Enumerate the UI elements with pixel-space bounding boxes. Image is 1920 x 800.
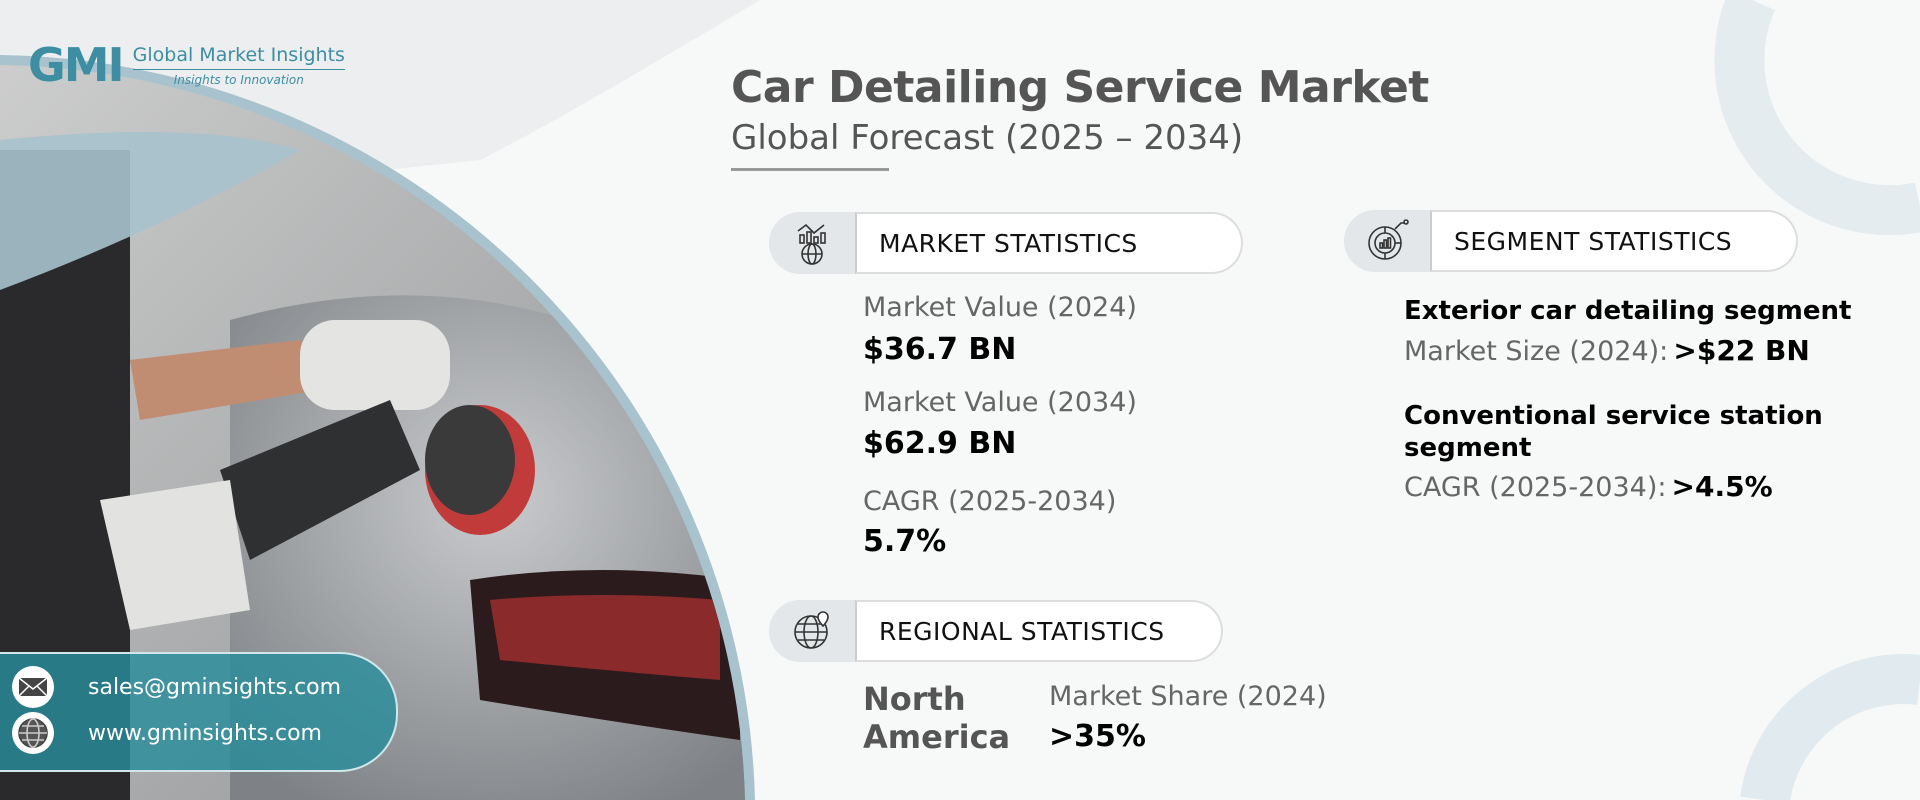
bottom-right-ring	[1740, 654, 1920, 800]
market-value-2034: $62.9 BN	[863, 426, 1017, 461]
regional-statistics-header: REGIONAL STATISTICS	[769, 600, 1223, 662]
market-statistics-title: MARKET STATISTICS	[855, 212, 1243, 274]
region-name-line2: America	[863, 718, 1011, 756]
conventional-segment-title-line2: segment	[1404, 433, 1532, 463]
segment-statistics-header: SEGMENT STATISTICS	[1344, 210, 1798, 272]
market-share-value: >35%	[1049, 719, 1146, 754]
logo-mark: GMI	[28, 38, 125, 92]
chart-globe-icon	[769, 212, 855, 274]
cagr-value: 5.7%	[863, 524, 947, 559]
market-value-2024: $36.7 BN	[863, 332, 1017, 367]
logo-tagline: Insights to Innovation	[173, 72, 304, 87]
logo-name: Global Market Insights	[132, 44, 345, 70]
website-link[interactable]: www.gminsights.com	[88, 720, 322, 746]
envelope-icon	[12, 666, 54, 708]
market-value-2034-label: Market Value (2034)	[863, 387, 1137, 418]
top-right-ring	[1714, 0, 1920, 236]
regional-statistics-title: REGIONAL STATISTICS	[855, 600, 1223, 662]
conventional-segment-value: >4.5%	[1671, 470, 1773, 503]
market-share-label: Market Share (2024)	[1049, 681, 1327, 712]
conventional-segment-title-line1: Conventional service station	[1404, 401, 1823, 431]
segment-chart-icon	[1344, 210, 1430, 272]
website-row[interactable]: www.gminsights.com	[12, 712, 322, 754]
exterior-segment-value: >$22 BN	[1673, 334, 1810, 367]
title-divider	[731, 168, 889, 171]
cagr-label: CAGR (2025-2034)	[863, 486, 1117, 517]
contact-panel: sales@gminsights.com www.gminsights.com	[0, 652, 398, 772]
page-title: Car Detailing Service Market	[731, 62, 1429, 113]
region-name-line1: North	[863, 680, 966, 718]
conventional-segment-stat: CAGR (2025-2034): >4.5%	[1404, 470, 1773, 503]
exterior-segment-label: Market Size (2024):	[1404, 336, 1669, 367]
www-globe-icon	[12, 712, 54, 754]
market-statistics-header: MARKET STATISTICS	[769, 212, 1243, 274]
exterior-segment-title: Exterior car detailing segment	[1404, 296, 1852, 326]
region-name: North America	[863, 680, 1010, 756]
globe-pin-icon	[769, 600, 855, 662]
page-subtitle: Global Forecast (2025 – 2034)	[731, 118, 1244, 158]
segment-statistics-title: SEGMENT STATISTICS	[1430, 210, 1798, 272]
gmi-logo[interactable]: GMI Global Market Insights Insights to I…	[28, 38, 345, 92]
conventional-segment-title: Conventional service station segment	[1404, 400, 1823, 464]
email-link[interactable]: sales@gminsights.com	[88, 674, 342, 700]
exterior-segment-stat: Market Size (2024): >$22 BN	[1404, 334, 1810, 367]
email-row[interactable]: sales@gminsights.com	[12, 666, 341, 708]
conventional-segment-label: CAGR (2025-2034):	[1404, 472, 1667, 503]
market-value-2024-label: Market Value (2024)	[863, 292, 1137, 323]
